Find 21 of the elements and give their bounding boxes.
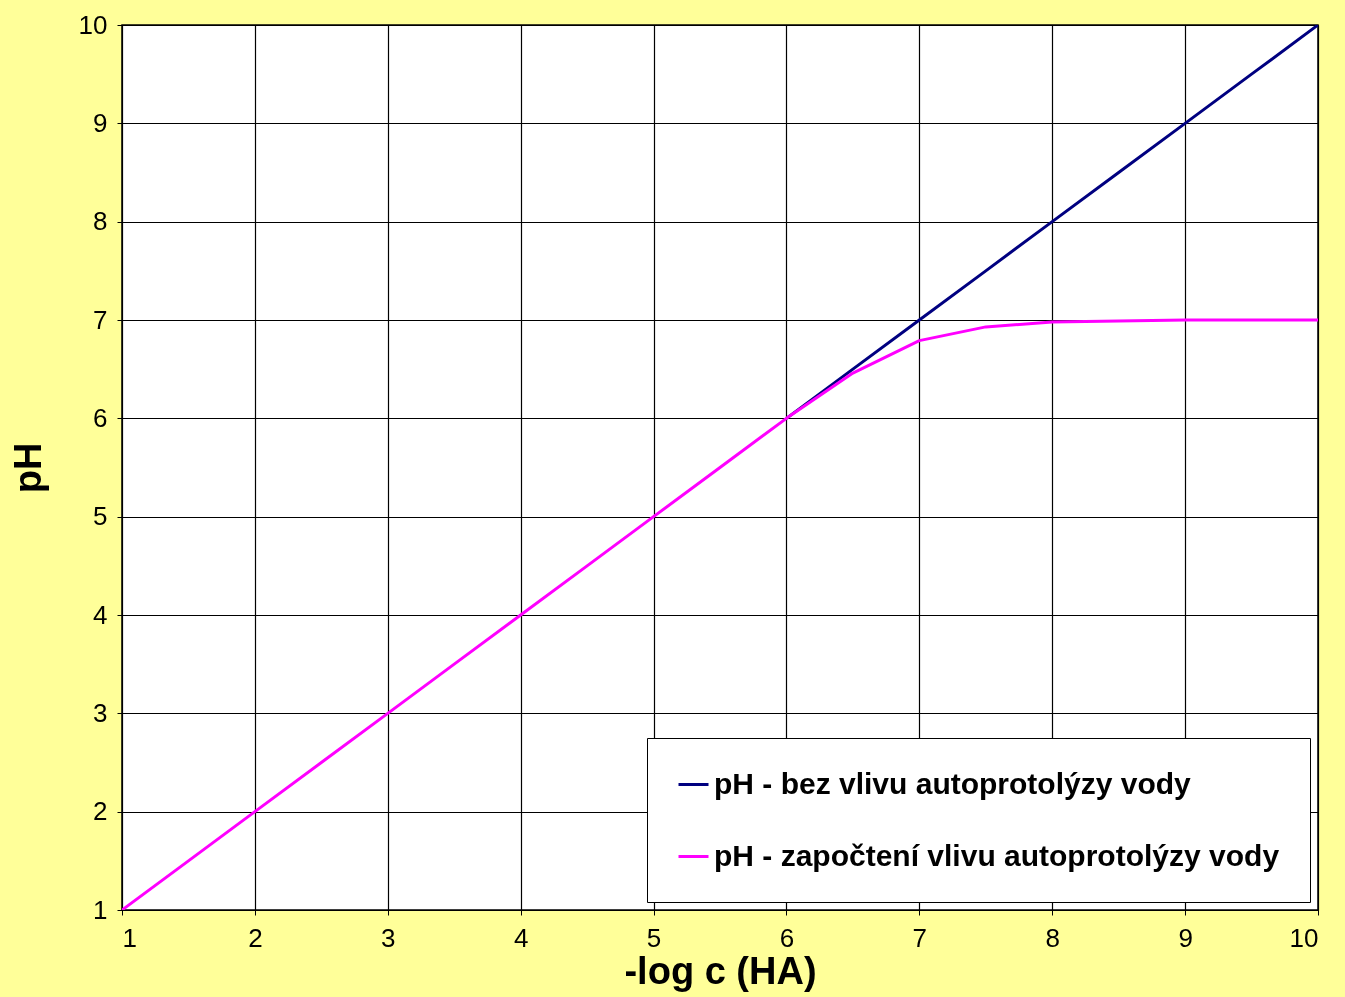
y-tick-label: 4 <box>93 599 108 630</box>
x-tick-label: 10 <box>1289 922 1319 953</box>
x-tick-label: 3 <box>381 922 396 953</box>
x-tick-label: 4 <box>513 922 529 953</box>
y-tick-label: 8 <box>93 206 108 237</box>
legend-label: pH - bez vlivu autoprotolýzy vody <box>714 766 1192 800</box>
legend-label: pH - započtení vlivu autoprotolýzy vody <box>714 838 1280 872</box>
y-tick-label: 1 <box>93 894 108 925</box>
x-tick-label: 7 <box>912 922 928 953</box>
y-axis-title: pH <box>6 442 49 494</box>
y-tick-label: 9 <box>93 107 108 138</box>
y-tick-label: 5 <box>93 501 108 532</box>
x-tick-label: 9 <box>1178 922 1193 953</box>
y-tick-label: 7 <box>93 304 108 335</box>
y-tick-label: 6 <box>93 402 108 433</box>
y-tick-label: 10 <box>78 9 108 40</box>
y-tick-label: 2 <box>93 796 108 827</box>
x-tick-label: 1 <box>122 922 137 953</box>
y-tick-label: 3 <box>93 697 108 728</box>
x-tick-label: 2 <box>248 922 263 953</box>
x-tick-label: 8 <box>1045 922 1060 953</box>
